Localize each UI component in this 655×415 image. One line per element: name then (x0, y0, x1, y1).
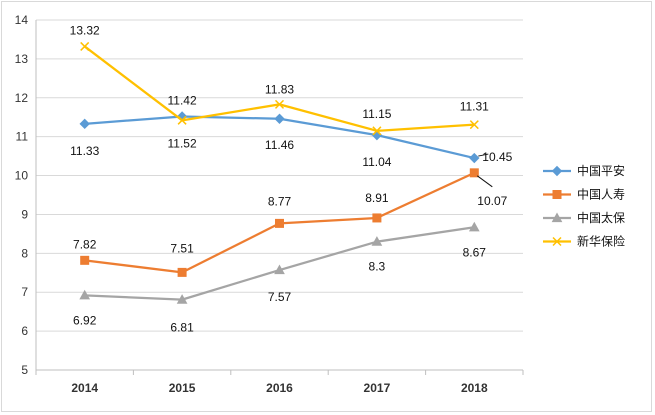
data-label: 13.32 (70, 23, 100, 37)
y-tick-label: 11 (16, 130, 29, 144)
data-label: 10.07 (477, 194, 507, 208)
data-point (79, 118, 90, 130)
data-label: 7.51 (170, 241, 194, 255)
data-point (468, 221, 480, 232)
data-point (469, 168, 479, 178)
data-label: 7.82 (73, 237, 97, 251)
x-tick-label: 2017 (364, 381, 391, 395)
data-label: 11.31 (460, 100, 489, 114)
data-point (79, 289, 91, 300)
data-point (177, 267, 187, 277)
data-label: 8.77 (268, 194, 292, 208)
legend-marker (552, 190, 562, 199)
y-tick-label: 14 (15, 13, 29, 27)
x-tick-label: 2014 (71, 381, 98, 395)
x-tick-label: 2016 (266, 381, 293, 395)
data-label: 11.52 (168, 136, 197, 150)
data-label: 10.45 (482, 150, 512, 164)
x-tick-label: 2018 (461, 381, 488, 395)
series-lines (79, 41, 480, 304)
data-label: 8.3 (369, 260, 386, 274)
data-point (176, 294, 188, 304)
y-tick-label: 12 (15, 91, 29, 105)
data-point (80, 255, 90, 265)
legend-label: 新华保险 (577, 234, 625, 249)
data-label: 11.04 (362, 155, 391, 169)
data-label: 7.57 (268, 290, 292, 304)
leader-line (477, 175, 493, 188)
legend-label: 中国平安 (577, 163, 625, 178)
marker-stroke (552, 236, 562, 247)
x-tick-label: 2015 (169, 381, 196, 395)
series-line-2 (84, 226, 475, 301)
marker-stroke (469, 120, 479, 130)
data-point (371, 236, 383, 246)
legend-marker (552, 236, 562, 247)
data-point (274, 99, 285, 109)
data-label: 11.42 (168, 93, 197, 107)
marker-stroke (372, 126, 382, 136)
marker-stroke (177, 115, 187, 125)
y-tick-label: 10 (15, 169, 29, 183)
data-label: 11.33 (70, 144, 99, 158)
leader-line (478, 153, 489, 157)
data-labels: 11.33 11.52 11.46 11.04 10.45 7.82 7.51 8.77 8.9… (70, 23, 513, 334)
data-label: 6.92 (73, 313, 97, 327)
gridlines (36, 19, 523, 332)
marker-stroke (80, 41, 90, 51)
data-label: 8.91 (365, 191, 389, 205)
data-point (80, 41, 90, 51)
data-point (372, 126, 382, 136)
marker-stroke (274, 99, 285, 109)
data-point (274, 264, 285, 275)
y-tick-label: 9 (21, 207, 28, 221)
data-point (371, 129, 383, 141)
data-label: 11.15 (362, 107, 391, 121)
data-point (469, 152, 480, 164)
legend-marker (551, 165, 563, 177)
y-tick-label: 6 (21, 324, 28, 338)
data-label: 11.46 (265, 138, 294, 152)
data-point (274, 113, 285, 124)
axes: 5 6 7 8 9 10 11 12 13 14 2014 2015 2016 2017 2018 (15, 13, 524, 395)
data-point (372, 213, 382, 223)
data-point (469, 120, 479, 130)
legend-label: 中国太保 (577, 210, 625, 225)
y-tick-label: 7 (21, 285, 28, 299)
data-label: 6.81 (170, 321, 194, 335)
data-label: 11.83 (265, 82, 294, 96)
y-tick-label: 13 (15, 52, 29, 66)
data-point (275, 218, 284, 228)
y-tick-label: 5 (21, 363, 28, 377)
data-label: 8.67 (463, 245, 487, 259)
y-tick-label: 8 (21, 246, 28, 260)
legend-label: 中国人寿 (577, 187, 625, 202)
data-point (177, 115, 187, 125)
legend-marker (551, 212, 563, 223)
